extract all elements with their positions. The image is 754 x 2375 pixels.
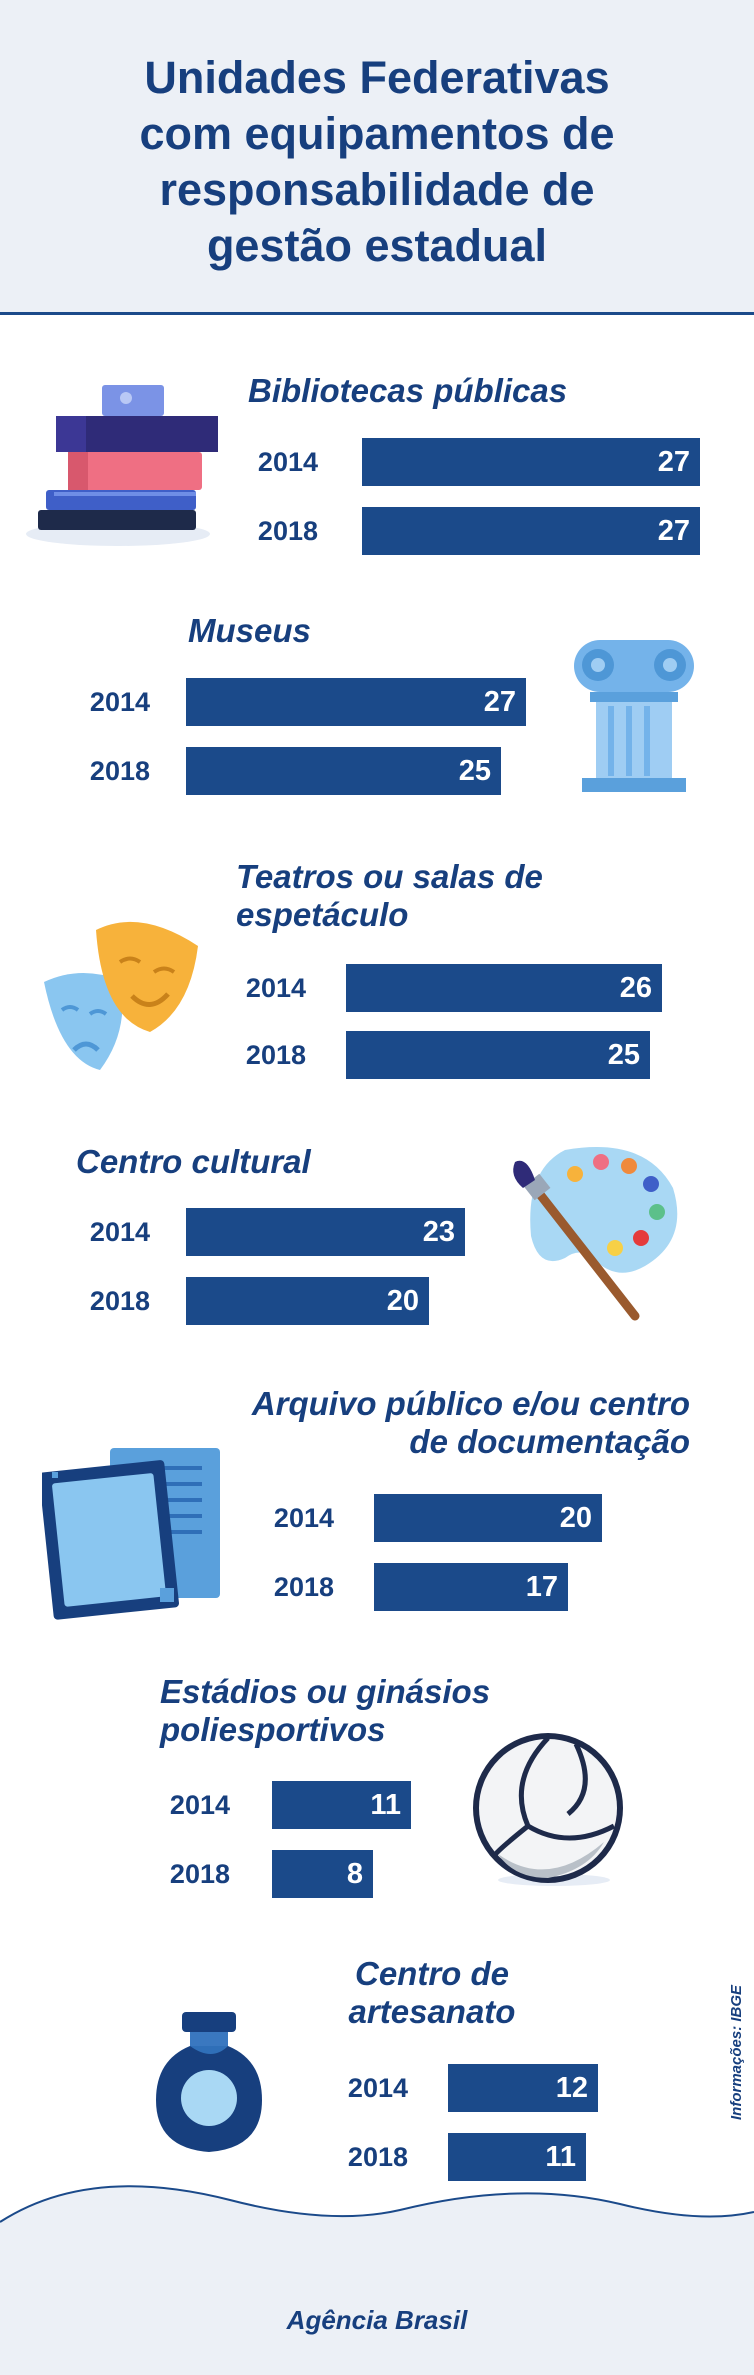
bar: 25 (346, 1031, 650, 1079)
year-label: 2018 (273, 1572, 334, 1602)
bar-value-label: 8 (346, 1858, 363, 1890)
bar-value-label: 25 (458, 755, 491, 787)
books-icon (26, 385, 218, 546)
theater-masks-icon (44, 921, 198, 1070)
bar: 26 (346, 964, 662, 1012)
bar: 17 (374, 1563, 568, 1611)
bar: 8 (272, 1850, 373, 1898)
bar-value-label: 23 (422, 1216, 455, 1248)
year-label: 2014 (245, 973, 306, 1003)
category-title-line: artesanato (348, 1993, 516, 2030)
category-title: Centro cultural (76, 1143, 311, 1181)
category-title-line: Bibliotecas públicas (248, 372, 568, 409)
bar: 12 (448, 2064, 598, 2112)
category-title: Museus (188, 612, 311, 650)
title-line: gestão estadual (206, 220, 548, 271)
year-label: 2014 (273, 1503, 334, 1533)
bar: 20 (186, 1277, 429, 1325)
paint-palette-icon (513, 1147, 678, 1321)
bar: 11 (272, 1781, 411, 1829)
bar: 11 (448, 2133, 586, 2181)
category-title-line: de documentação (409, 1423, 690, 1460)
bar-value-label: 27 (483, 686, 516, 718)
year-label: 2014 (347, 2073, 408, 2103)
year-label: 2014 (169, 1790, 230, 1820)
year-label: 2014 (89, 687, 150, 717)
bar-value-label: 26 (619, 972, 652, 1004)
column-icon (574, 640, 694, 792)
year-label: 2018 (89, 756, 150, 786)
year-label: 2018 (245, 1040, 306, 1070)
year-label: 2018 (257, 516, 318, 546)
year-label: 2014 (89, 1217, 150, 1247)
bar-value-label: 27 (657, 515, 690, 547)
bar-value-label: 11 (545, 2141, 576, 2173)
bar: 27 (362, 507, 700, 555)
category-title-line: espetáculo (236, 896, 409, 933)
bar-value-label: 11 (370, 1789, 401, 1821)
documents-icon (42, 1448, 220, 1620)
header: Unidades Federativas com equipamentos de… (0, 0, 754, 312)
bar-value-label: 20 (386, 1285, 419, 1317)
category-title-line: Teatros ou salas de (236, 858, 543, 895)
category-title: Arquivo público e/ou centro de documentaç… (252, 1385, 690, 1461)
category-title-line: Museus (188, 612, 311, 649)
category-title-line: Centro cultural (76, 1143, 311, 1180)
brand-name: Agência Brasil (286, 2305, 468, 2335)
category-title: Estádios ou ginásios poliesportivos (160, 1673, 490, 1749)
bar: 27 (186, 678, 526, 726)
bar: 20 (374, 1494, 602, 1542)
category-title: Centro de artesanato (282, 1955, 582, 2031)
header-divider (0, 312, 754, 315)
bar: 27 (362, 438, 700, 486)
footer-wave (0, 2185, 754, 2375)
bar: 25 (186, 747, 501, 795)
page-title: Unidades Federativas com equipamentos de… (40, 50, 714, 274)
year-label: 2018 (347, 2142, 408, 2172)
year-label: 2018 (169, 1859, 230, 1889)
title-line: Unidades Federativas (144, 52, 610, 103)
source-note: Informações: IBGE (728, 1984, 745, 2120)
category-title-line: poliesportivos (160, 1711, 386, 1748)
title-line: responsabilidade de (159, 164, 595, 215)
category-title: Teatros ou salas de espetáculo (236, 858, 543, 934)
bar-value-label: 27 (657, 446, 690, 478)
year-label: 2018 (89, 1286, 150, 1316)
category-title: Bibliotecas públicas (248, 372, 567, 410)
volleyball-icon (473, 1733, 623, 1886)
category-title-line: Estádios ou ginásios (160, 1673, 491, 1710)
bar-value-label: 17 (525, 1571, 558, 1603)
category-title-line: Arquivo público e/ou centro (251, 1385, 690, 1422)
bar-value-label: 12 (555, 2072, 588, 2104)
category-title-line: Centro de (354, 1955, 509, 1992)
bar: 23 (186, 1208, 465, 1256)
vase-icon (156, 2012, 262, 2152)
year-label: 2014 (257, 447, 318, 477)
bar-value-label: 25 (607, 1039, 640, 1071)
bar-value-label: 20 (559, 1502, 592, 1534)
title-line: com equipamentos de (139, 108, 615, 159)
